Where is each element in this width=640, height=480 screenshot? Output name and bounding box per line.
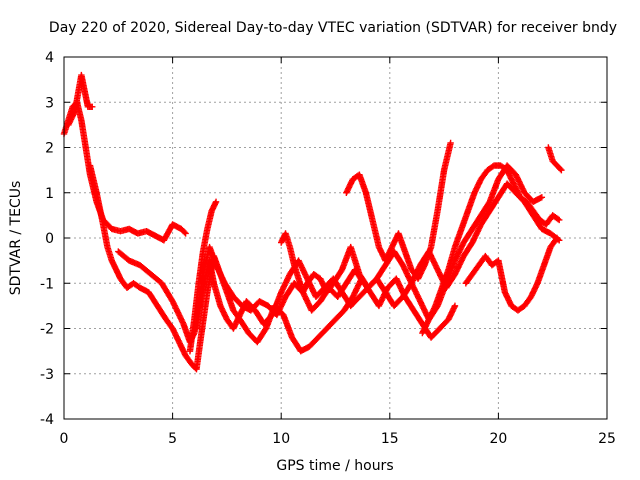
x-tick-label: 20 (489, 431, 507, 447)
data-point (182, 230, 189, 237)
x-tick-label: 25 (598, 431, 616, 447)
grid (64, 57, 607, 419)
y-tick-label: -3 (40, 367, 54, 383)
data-points (60, 71, 565, 373)
y-tick-label: 3 (45, 95, 54, 111)
series-track-10 (462, 234, 561, 314)
data-point (557, 165, 564, 173)
x-tick-label: 10 (272, 431, 290, 447)
y-tick-label: 4 (45, 50, 54, 66)
data-point (553, 234, 561, 242)
x-tick-labels: 0 5 10 15 20 25 (60, 431, 616, 447)
x-tick-label: 0 (60, 431, 69, 447)
x-tick-label: 15 (381, 431, 399, 447)
series-track-9 (419, 162, 563, 337)
y-tick-label: 2 (45, 141, 54, 157)
data-point (447, 139, 454, 147)
chart-title: Day 220 of 2020, Sidereal Day-to-day VTE… (49, 20, 617, 36)
y-tick-labels: -4 -3 -2 -1 0 1 2 3 4 (40, 50, 54, 428)
data-point (554, 215, 562, 223)
y-tick-label: -1 (40, 276, 54, 292)
x-axis-label: GPS time / hours (276, 458, 393, 474)
data-point (556, 216, 563, 224)
series-track-2 (65, 71, 96, 129)
y-tick-label: -4 (40, 412, 54, 428)
data-point (89, 103, 96, 110)
series-track-8 (343, 139, 454, 282)
data-point (558, 166, 565, 174)
series-track-11 (545, 144, 565, 174)
data-point (181, 229, 188, 236)
data-point (451, 302, 459, 310)
y-tick-label: -2 (40, 322, 54, 338)
y-tick-label: 1 (45, 186, 54, 202)
x-tick-label: 5 (168, 431, 177, 447)
y-tick-label: 0 (45, 231, 54, 247)
plot-frame (63, 56, 608, 420)
data-point (212, 198, 220, 205)
data-point (538, 194, 546, 201)
data-point (552, 236, 560, 243)
series-track-5 (186, 198, 220, 355)
series-track-1 (60, 99, 189, 244)
y-axis-label: SDTVAR / TECUs (8, 181, 24, 296)
